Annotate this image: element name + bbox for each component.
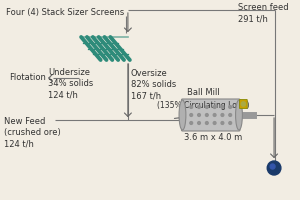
Ellipse shape <box>236 100 242 130</box>
Text: Oversize
82% solids
167 t/h: Oversize 82% solids 167 t/h <box>131 69 176 100</box>
Text: 3.6 m x 4.0 m: 3.6 m x 4.0 m <box>184 133 242 142</box>
Text: Ball Mill: Ball Mill <box>187 88 219 97</box>
Circle shape <box>190 106 193 108</box>
Circle shape <box>213 106 216 108</box>
Text: (135% Circulating Load): (135% Circulating Load) <box>157 101 250 110</box>
Circle shape <box>190 114 193 116</box>
Circle shape <box>190 122 193 124</box>
Circle shape <box>198 122 200 124</box>
Text: Undersize
34% solids
124 t/h: Undersize 34% solids 124 t/h <box>48 68 93 99</box>
Text: Four (4) Stack Sizer Screens: Four (4) Stack Sizer Screens <box>6 8 124 17</box>
Circle shape <box>198 106 200 108</box>
Circle shape <box>267 161 281 175</box>
Circle shape <box>229 106 232 108</box>
Text: Flotation: Flotation <box>9 73 46 82</box>
Circle shape <box>270 164 275 169</box>
Circle shape <box>206 106 208 108</box>
Circle shape <box>221 106 224 108</box>
Circle shape <box>198 114 200 116</box>
Text: Screen feed
291 t/h: Screen feed 291 t/h <box>238 3 289 24</box>
Circle shape <box>229 114 232 116</box>
Circle shape <box>206 122 208 124</box>
Circle shape <box>213 122 216 124</box>
Ellipse shape <box>179 100 186 130</box>
Text: New Feed
(crushed ore)
124 t/h: New Feed (crushed ore) 124 t/h <box>4 117 61 148</box>
FancyBboxPatch shape <box>239 99 247 108</box>
Circle shape <box>213 114 216 116</box>
Circle shape <box>221 122 224 124</box>
Circle shape <box>221 114 224 116</box>
Circle shape <box>241 102 246 106</box>
FancyBboxPatch shape <box>182 99 240 131</box>
Circle shape <box>206 114 208 116</box>
Circle shape <box>229 122 232 124</box>
